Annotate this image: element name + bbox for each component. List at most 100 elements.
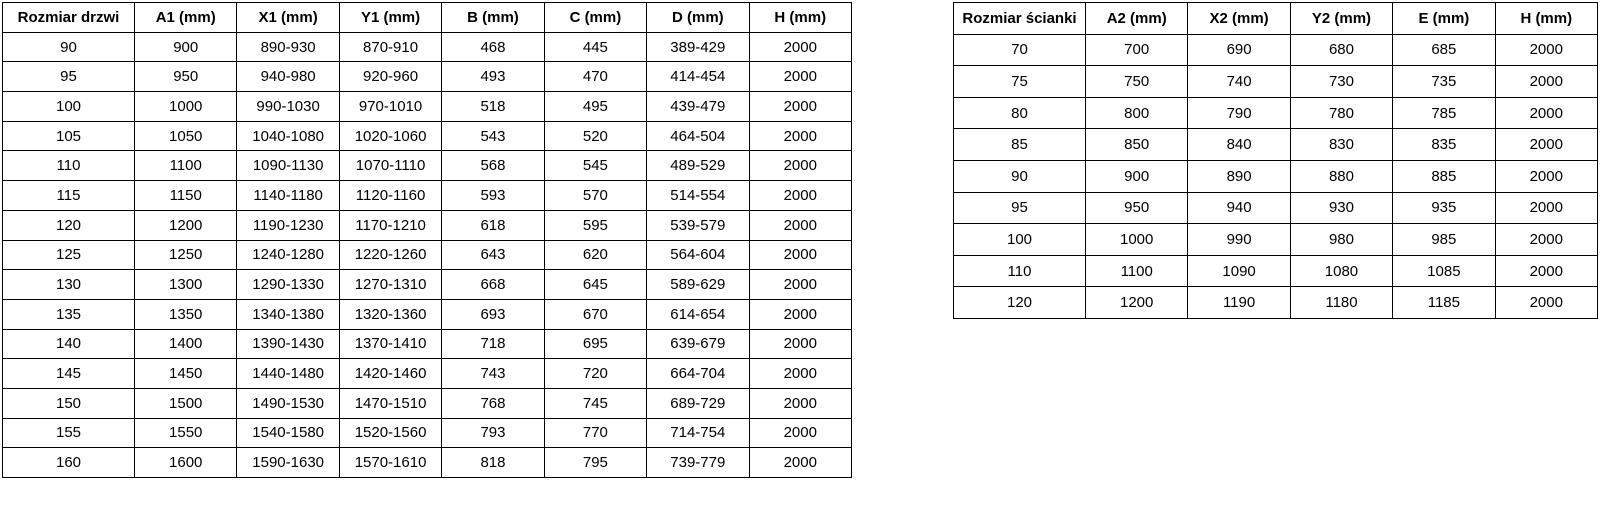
- table-cell: 1120-1160: [338, 180, 443, 211]
- table-cell: 518: [441, 91, 545, 122]
- table-cell: 115: [2, 180, 135, 211]
- table-cell: 568: [441, 150, 545, 182]
- table-cell: 750: [1084, 65, 1189, 98]
- column-header: Y1 (mm): [338, 2, 443, 33]
- table-cell: 2000: [748, 180, 853, 211]
- table-cell: 735: [1392, 65, 1496, 98]
- table-cell: 2000: [1494, 33, 1599, 67]
- table-cell: 1200: [1084, 286, 1189, 319]
- table-cell: 589-629: [646, 269, 750, 300]
- table-cell: 155: [2, 417, 135, 449]
- table-cell: 2000: [1494, 191, 1599, 225]
- table-cell: 1270-1310: [338, 269, 443, 300]
- table-cell: 1000: [133, 91, 238, 122]
- column-header: A1 (mm): [133, 2, 238, 33]
- table-cell: 2000: [748, 31, 853, 63]
- table-cell: 468: [441, 31, 545, 63]
- table-cell: 668: [441, 269, 545, 300]
- table-row: 80 800 790 780 785 2000: [953, 96, 1599, 130]
- table-cell: 493: [441, 61, 545, 93]
- table-cell: 870-910: [338, 31, 443, 63]
- table-cell: 90: [2, 31, 135, 63]
- table-row: 100 1000 990 980 985 2000: [953, 223, 1599, 256]
- table-cell: 2000: [1494, 223, 1599, 256]
- table-cell: 614-654: [646, 298, 750, 330]
- table-cell: 1100: [1084, 254, 1189, 288]
- table-row: 110 1100 1090 1080 1085 2000: [953, 254, 1599, 288]
- table-cell: 145: [2, 358, 135, 389]
- table-cell: 990-1030: [236, 91, 340, 122]
- table-cell: 2000: [748, 269, 853, 300]
- table-cell: 100: [2, 91, 135, 122]
- table-cell: 850: [1084, 128, 1189, 161]
- table-cell: 2000: [748, 358, 853, 389]
- table-cell: 1570-1610: [338, 447, 443, 478]
- table-cell: 439-479: [646, 91, 750, 122]
- table-cell: 745: [543, 387, 648, 419]
- table-cell: 445: [543, 31, 648, 63]
- table-cell: 830: [1289, 128, 1394, 161]
- door-size-table: Rozmiar drzwi A1 (mm) X1 (mm) Y1 (mm) B (mm)…: [2, 2, 853, 478]
- table-cell: 980: [1289, 223, 1394, 256]
- column-header: H (mm): [1494, 2, 1599, 35]
- table-cell: 570: [543, 180, 648, 211]
- table-cell: 800: [1084, 96, 1189, 130]
- table-cell: 1190: [1187, 286, 1291, 319]
- table-cell: 160: [2, 447, 135, 478]
- table-cell: 743: [441, 358, 545, 389]
- table-cell: 2000: [1494, 128, 1599, 161]
- table-cell: 2000: [748, 387, 853, 419]
- table-cell: 645: [543, 269, 648, 300]
- table-cell: 110: [953, 254, 1086, 288]
- table-cell: 739-779: [646, 447, 750, 478]
- table-cell: 935: [1392, 191, 1496, 225]
- table-row: 150 1500 1490-1530 1470-1510 768 745 689-729 20…: [2, 387, 853, 419]
- table-cell: 2000: [1494, 96, 1599, 130]
- table-cell: 1520-1560: [338, 417, 443, 449]
- table-cell: 670: [543, 298, 648, 330]
- table-cell: 135: [2, 298, 135, 330]
- table-cell: 2000: [748, 150, 853, 182]
- table-row: 120 1200 1190 1180 1185 2000: [953, 286, 1599, 319]
- column-header: C (mm): [543, 2, 648, 33]
- table-cell: 1550: [133, 417, 238, 449]
- table-cell: 1470-1510: [338, 387, 443, 419]
- table-cell: 120: [2, 209, 135, 241]
- table-cell: 2000: [1494, 286, 1599, 319]
- table-cell: 985: [1392, 223, 1496, 256]
- table-cell: 2000: [1494, 159, 1599, 193]
- column-header: A2 (mm): [1084, 2, 1189, 35]
- table-cell: 695: [543, 328, 648, 360]
- table-cell: 940: [1187, 191, 1291, 225]
- table-cell: 514-554: [646, 180, 750, 211]
- table-cell: 1320-1360: [338, 298, 443, 330]
- table-cell: 693: [441, 298, 545, 330]
- table-cell: 100: [953, 223, 1086, 256]
- table-cell: 818: [441, 447, 545, 478]
- table-row: 140 1400 1390-1430 1370-1410 718 695 639-679 20…: [2, 328, 853, 360]
- table-row: 100 1000 990-1030 970-1010 518 495 439-479 2000: [2, 91, 853, 122]
- table-cell: 414-454: [646, 61, 750, 93]
- table-cell: 1370-1410: [338, 328, 443, 360]
- table-row: 145 1450 1440-1480 1420-1460 743 720 664-704 20…: [2, 358, 853, 389]
- table-cell: 389-429: [646, 31, 750, 63]
- table-cell: 70: [953, 33, 1086, 67]
- table-cell: 1185: [1392, 286, 1496, 319]
- column-header: X2 (mm): [1187, 2, 1291, 35]
- table-cell: 543: [441, 120, 545, 152]
- table-cell: 105: [2, 120, 135, 152]
- table-cell: 593: [441, 180, 545, 211]
- table-row: 155 1550 1540-1580 1520-1560 793 770 714-754 20…: [2, 417, 853, 449]
- table-cell: 1200: [133, 209, 238, 241]
- table-cell: 130: [2, 269, 135, 300]
- table-row: 135 1350 1340-1380 1320-1360 693 670 614-654 20…: [2, 298, 853, 330]
- table-cell: 890-930: [236, 31, 340, 63]
- table-cell: 718: [441, 328, 545, 360]
- table-cell: 643: [441, 239, 545, 271]
- table-cell: 780: [1289, 96, 1394, 130]
- table-cell: 840: [1187, 128, 1291, 161]
- table-cell: 495: [543, 91, 648, 122]
- table-cell: 1090-1130: [236, 150, 340, 182]
- column-header: E (mm): [1392, 2, 1496, 35]
- wall-size-table: Rozmiar ścianki A2 (mm) X2 (mm) Y2 (mm) E (m…: [953, 2, 1599, 319]
